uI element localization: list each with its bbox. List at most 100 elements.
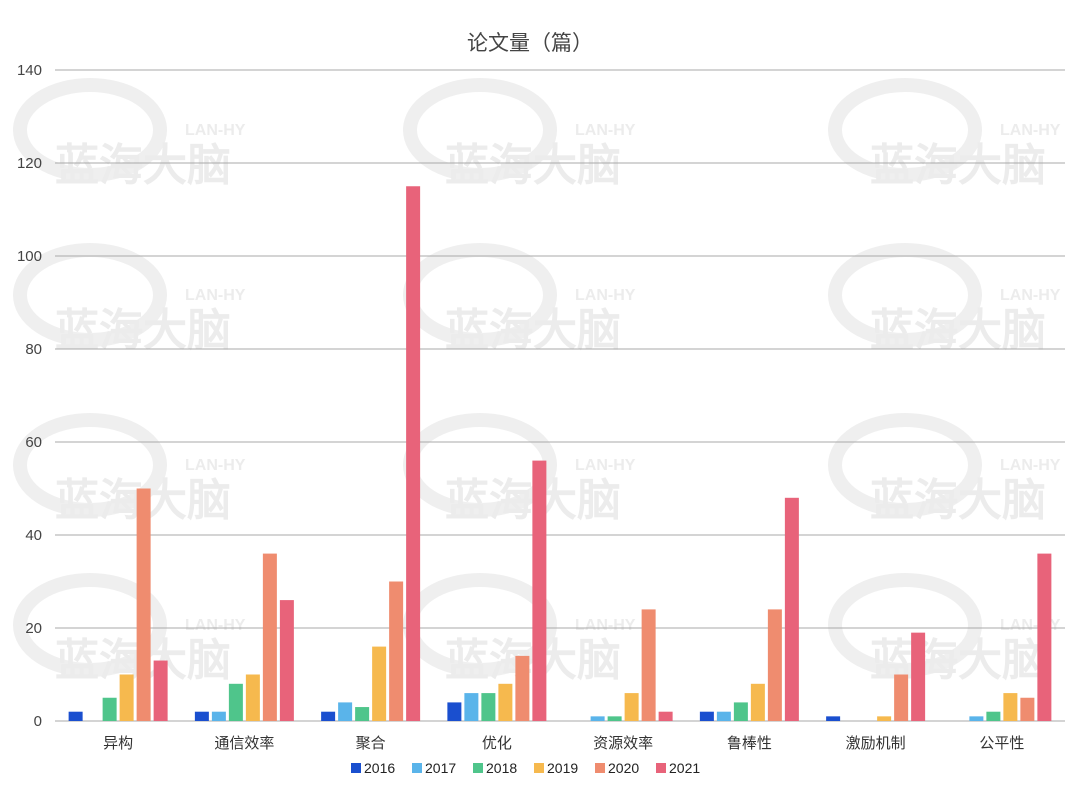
watermark-text: 蓝海大脑 [870, 475, 1046, 526]
bar [699, 711, 714, 721]
bars [68, 186, 1052, 721]
watermark-small-text: LAN-HY [575, 122, 636, 139]
bar [68, 711, 83, 721]
bar [481, 693, 496, 721]
legend-swatch [412, 763, 422, 773]
watermark-cloud-icon [828, 413, 982, 517]
legend-swatch [656, 763, 666, 773]
bar [136, 488, 151, 721]
y-tick-label: 120 [17, 155, 42, 172]
legend-swatch [534, 763, 544, 773]
bar [767, 609, 782, 721]
x-axis-categories: 异构 通信效率 聚合 优化 资源效率 鲁棒性 激励机制 公平性 [103, 734, 1024, 752]
y-tick-label: 40 [25, 527, 42, 544]
watermark-cloud-icon [828, 243, 982, 347]
bar [245, 674, 260, 721]
watermark-small-text: LAN-HY [1000, 122, 1061, 139]
x-category-label: 通信效率 [214, 734, 274, 752]
bar [624, 693, 639, 721]
watermark-small-text: LAN-HY [1000, 457, 1061, 474]
bar [969, 716, 984, 721]
watermark-text: 蓝海大脑 [55, 140, 231, 191]
y-tick-label: 20 [25, 620, 42, 637]
watermark-small-text: LAN-HY [185, 287, 246, 304]
legend-item: 2020 [595, 760, 639, 776]
legend-label: 2016 [364, 760, 395, 776]
legend: 2016 2017 2018 2019 2020 2021 [351, 760, 700, 776]
bar [826, 716, 841, 721]
bar [262, 553, 277, 721]
bar [211, 711, 226, 721]
watermark-cloud-icon [13, 243, 167, 347]
y-tick-label: 80 [25, 341, 42, 358]
bar [590, 716, 605, 721]
legend-label: 2020 [608, 760, 639, 776]
y-tick-label: 100 [17, 248, 42, 265]
bar [321, 711, 336, 721]
legend-swatch [473, 763, 483, 773]
bar [515, 655, 530, 721]
bar [194, 711, 209, 721]
watermark-small-text: LAN-HY [185, 617, 246, 634]
watermark-text: 蓝海大脑 [870, 305, 1046, 356]
bar [279, 600, 294, 721]
watermark-small-text: LAN-HY [1000, 287, 1061, 304]
watermark-small-text: LAN-HY [575, 617, 636, 634]
bar [355, 707, 370, 721]
bar [406, 186, 421, 721]
bar [119, 674, 134, 721]
bar [338, 702, 353, 721]
x-category-label: 聚合 [356, 734, 386, 752]
x-category-label: 公平性 [979, 734, 1024, 752]
x-category-label: 优化 [482, 734, 512, 752]
bar [658, 711, 673, 721]
y-axis-ticks: 0 20 40 60 80 100 120 140 [17, 62, 42, 730]
bar [153, 660, 168, 721]
watermark-text: 蓝海大脑 [870, 140, 1046, 191]
x-category-label: 资源效率 [593, 734, 653, 752]
y-tick-label: 0 [34, 713, 42, 730]
y-tick-label: 140 [17, 62, 42, 79]
legend-item: 2018 [473, 760, 517, 776]
watermark-small-text: LAN-HY [185, 122, 246, 139]
bar [1003, 693, 1018, 721]
watermark-cloud-icon [13, 573, 167, 677]
bar [911, 632, 926, 721]
watermark-cloud-icon [828, 573, 982, 677]
bar [986, 711, 1001, 721]
bar [716, 711, 731, 721]
watermark-small-text: LAN-HY [1000, 617, 1061, 634]
x-category-label: 激励机制 [846, 734, 906, 752]
bar [1020, 697, 1035, 721]
legend-label: 2017 [425, 760, 456, 776]
bar [877, 716, 892, 721]
bar [498, 683, 513, 721]
x-category-label: 异构 [103, 734, 133, 752]
bar [750, 683, 765, 721]
bar [102, 697, 117, 721]
bar [641, 609, 656, 721]
watermark-cloud-icon [13, 413, 167, 517]
bar [389, 581, 404, 721]
bar [784, 497, 799, 721]
legend-item: 2021 [656, 760, 700, 776]
bar [1037, 553, 1052, 721]
legend-label: 2019 [547, 760, 578, 776]
chart-title: 论文量（篇） [467, 31, 593, 55]
watermark-text: 蓝海大脑 [445, 305, 621, 356]
bar [464, 693, 479, 721]
watermark-small-text: LAN-HY [185, 457, 246, 474]
bar [607, 716, 622, 721]
bar [372, 646, 387, 721]
